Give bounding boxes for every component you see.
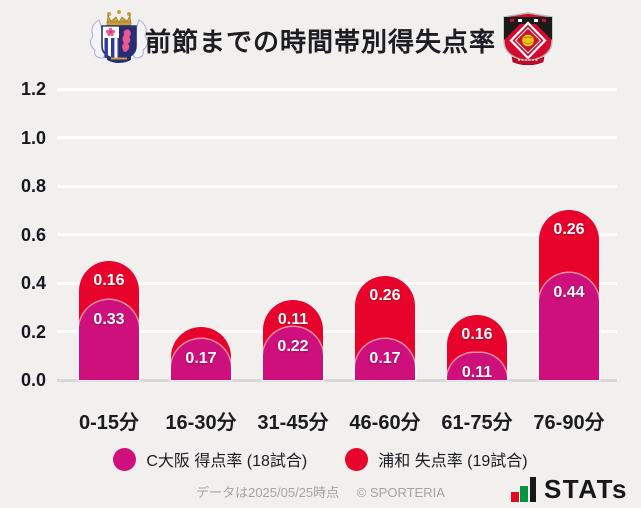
gridline-0.8 — [57, 184, 617, 188]
legend-swatch-cerezo — [113, 447, 137, 471]
y-tick-label-1.2: 1.2 — [20, 79, 46, 99]
chart-legend: C大阪 得点率 (18試合) 浦和 失点率 (19試合) — [0, 447, 641, 471]
x-tick-label-5: 76-90分 — [533, 412, 605, 434]
legend-swatch-urawa — [345, 447, 369, 471]
x-tick-label-3: 46-60分 — [349, 412, 421, 434]
gridline-0.4 — [57, 281, 617, 285]
y-tick-label-0.8: 0.8 — [20, 176, 46, 196]
x-tick-label-1: 16-30分 — [165, 412, 237, 434]
gridline-0.2 — [57, 330, 617, 333]
cerezo-osaka-crest-icon — [89, 10, 149, 63]
legend-label-urawa: 浦和 失点率 (19試合) — [378, 453, 528, 470]
y-tick-label-0.2: 0.2 — [20, 321, 46, 342]
y-tick-label-0.4: 0.4 — [20, 273, 46, 293]
legend-item-cerezo: C大阪 得点率 (18試合) — [113, 447, 307, 471]
chart-title: 前節までの時間帯別得失点率 — [144, 27, 496, 57]
x-tick-label-0: 0-15分 — [78, 412, 140, 434]
bar-cerezo-5 — [539, 273, 599, 380]
bar-cerezo-2 — [263, 326, 323, 380]
stats-logo: STATs — [502, 474, 628, 504]
stats-logo-text: STATs — [543, 474, 628, 504]
x-tick-label-4: 61-75分 — [441, 412, 513, 434]
y-tick-label-0.6: 0.6 — [20, 224, 46, 245]
gridline-1.2 — [57, 87, 617, 91]
urawa-reds-crest-icon — [503, 12, 553, 65]
y-tick-label-0.0: 0.0 — [20, 370, 46, 390]
legend-item-urawa: 浦和 失点率 (19試合) — [345, 447, 528, 471]
data-asof-text: データは2025/05/25時点 — [196, 485, 340, 500]
y-tick-label-1.0: 1.0 — [20, 127, 46, 148]
copyright-text: © SPORTERIA — [356, 485, 445, 500]
legend-label-cerezo: C大阪 得点率 (18試合) — [146, 453, 308, 470]
x-tick-label-2: 31-45分 — [257, 412, 329, 434]
bar-cerezo-0 — [79, 299, 139, 380]
header: 前節までの時間帯別得失点率 — [0, 0, 641, 72]
bar-chart-icon — [510, 477, 536, 502]
gridline-0.0 — [57, 378, 617, 382]
footer-note: データは2025/05/25時点 © SPORTERIA — [0, 482, 641, 501]
gridline-1.0 — [57, 136, 617, 139]
gridline-0.6 — [57, 233, 617, 236]
